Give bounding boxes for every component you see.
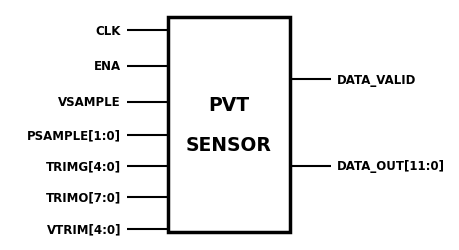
Text: SENSOR: SENSOR (185, 136, 271, 154)
Text: DATA_VALID: DATA_VALID (336, 74, 415, 86)
Bar (168, 18, 289, 233)
Text: DATA_OUT[11:0]: DATA_OUT[11:0] (336, 160, 444, 173)
Text: VSAMPLE: VSAMPLE (58, 96, 121, 109)
Text: PVT: PVT (208, 96, 249, 114)
Text: VTRIM[4:0]: VTRIM[4:0] (46, 222, 121, 235)
Text: CLK: CLK (95, 25, 121, 38)
Text: TRIMG[4:0]: TRIMG[4:0] (46, 160, 121, 173)
Text: ENA: ENA (94, 60, 121, 73)
Text: TRIMO[7:0]: TRIMO[7:0] (45, 191, 121, 204)
Text: PSAMPLE[1:0]: PSAMPLE[1:0] (27, 128, 121, 141)
